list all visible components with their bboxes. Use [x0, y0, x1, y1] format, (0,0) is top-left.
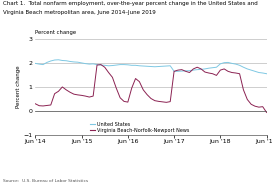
Text: Virginia Beach metropolitan area, June 2014–June 2019: Virginia Beach metropolitan area, June 2… [3, 10, 156, 15]
United States [238, 64, 241, 66]
Legend: United States, Virginia Beach-Norfolk-Newport News: United States, Virginia Beach-Norfolk-Ne… [89, 122, 189, 133]
Virginia Beach-Norfolk-Newport News [265, 111, 268, 114]
Virginia Beach-Norfolk-Newport News [99, 63, 103, 66]
Virginia Beach-Norfolk-Newport News [80, 94, 83, 97]
Virginia Beach-Norfolk-Newport News [119, 97, 122, 99]
United States [91, 63, 95, 65]
Virginia Beach-Norfolk-Newport News [34, 103, 37, 105]
Virginia Beach-Norfolk-Newport News [238, 73, 241, 75]
Text: Source:  U.S. Bureau of Labor Statistics: Source: U.S. Bureau of Labor Statistics [3, 179, 88, 183]
United States [84, 63, 87, 65]
United States [119, 63, 122, 66]
Virginia Beach-Norfolk-Newport News [88, 96, 91, 98]
Y-axis label: Percent change: Percent change [16, 66, 21, 108]
Text: Percent change: Percent change [35, 30, 76, 35]
United States [265, 73, 268, 75]
Virginia Beach-Norfolk-Newport News [161, 101, 164, 103]
United States [34, 62, 37, 65]
Line: United States: United States [35, 60, 267, 74]
Virginia Beach-Norfolk-Newport News [176, 69, 180, 71]
United States [57, 59, 60, 61]
Text: Chart 1.  Total nonfarm employment, over-the-year percent change in the United S: Chart 1. Total nonfarm employment, over-… [3, 1, 258, 6]
United States [176, 70, 180, 72]
Line: Virginia Beach-Norfolk-Newport News: Virginia Beach-Norfolk-Newport News [35, 65, 267, 112]
United States [161, 65, 164, 67]
